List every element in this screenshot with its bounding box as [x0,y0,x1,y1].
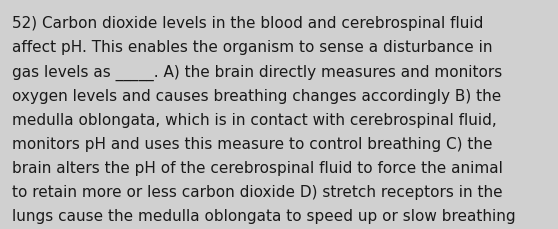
Text: gas levels as _____. A) the brain directly measures and monitors: gas levels as _____. A) the brain direct… [12,64,503,80]
Text: oxygen levels and causes breathing changes accordingly B) the: oxygen levels and causes breathing chang… [12,88,502,103]
Text: affect pH. This enables the organism to sense a disturbance in: affect pH. This enables the organism to … [12,40,493,55]
Text: 52) Carbon dioxide levels in the blood and cerebrospinal fluid: 52) Carbon dioxide levels in the blood a… [12,16,484,31]
Text: medulla oblongata, which is in contact with cerebrospinal fluid,: medulla oblongata, which is in contact w… [12,112,497,127]
Text: monitors pH and uses this measure to control breathing C) the: monitors pH and uses this measure to con… [12,136,493,151]
Text: lungs cause the medulla oblongata to speed up or slow breathing: lungs cause the medulla oblongata to spe… [12,208,516,223]
Text: to retain more or less carbon dioxide D) stretch receptors in the: to retain more or less carbon dioxide D)… [12,184,503,199]
Text: brain alters the pH of the cerebrospinal fluid to force the animal: brain alters the pH of the cerebrospinal… [12,160,503,175]
